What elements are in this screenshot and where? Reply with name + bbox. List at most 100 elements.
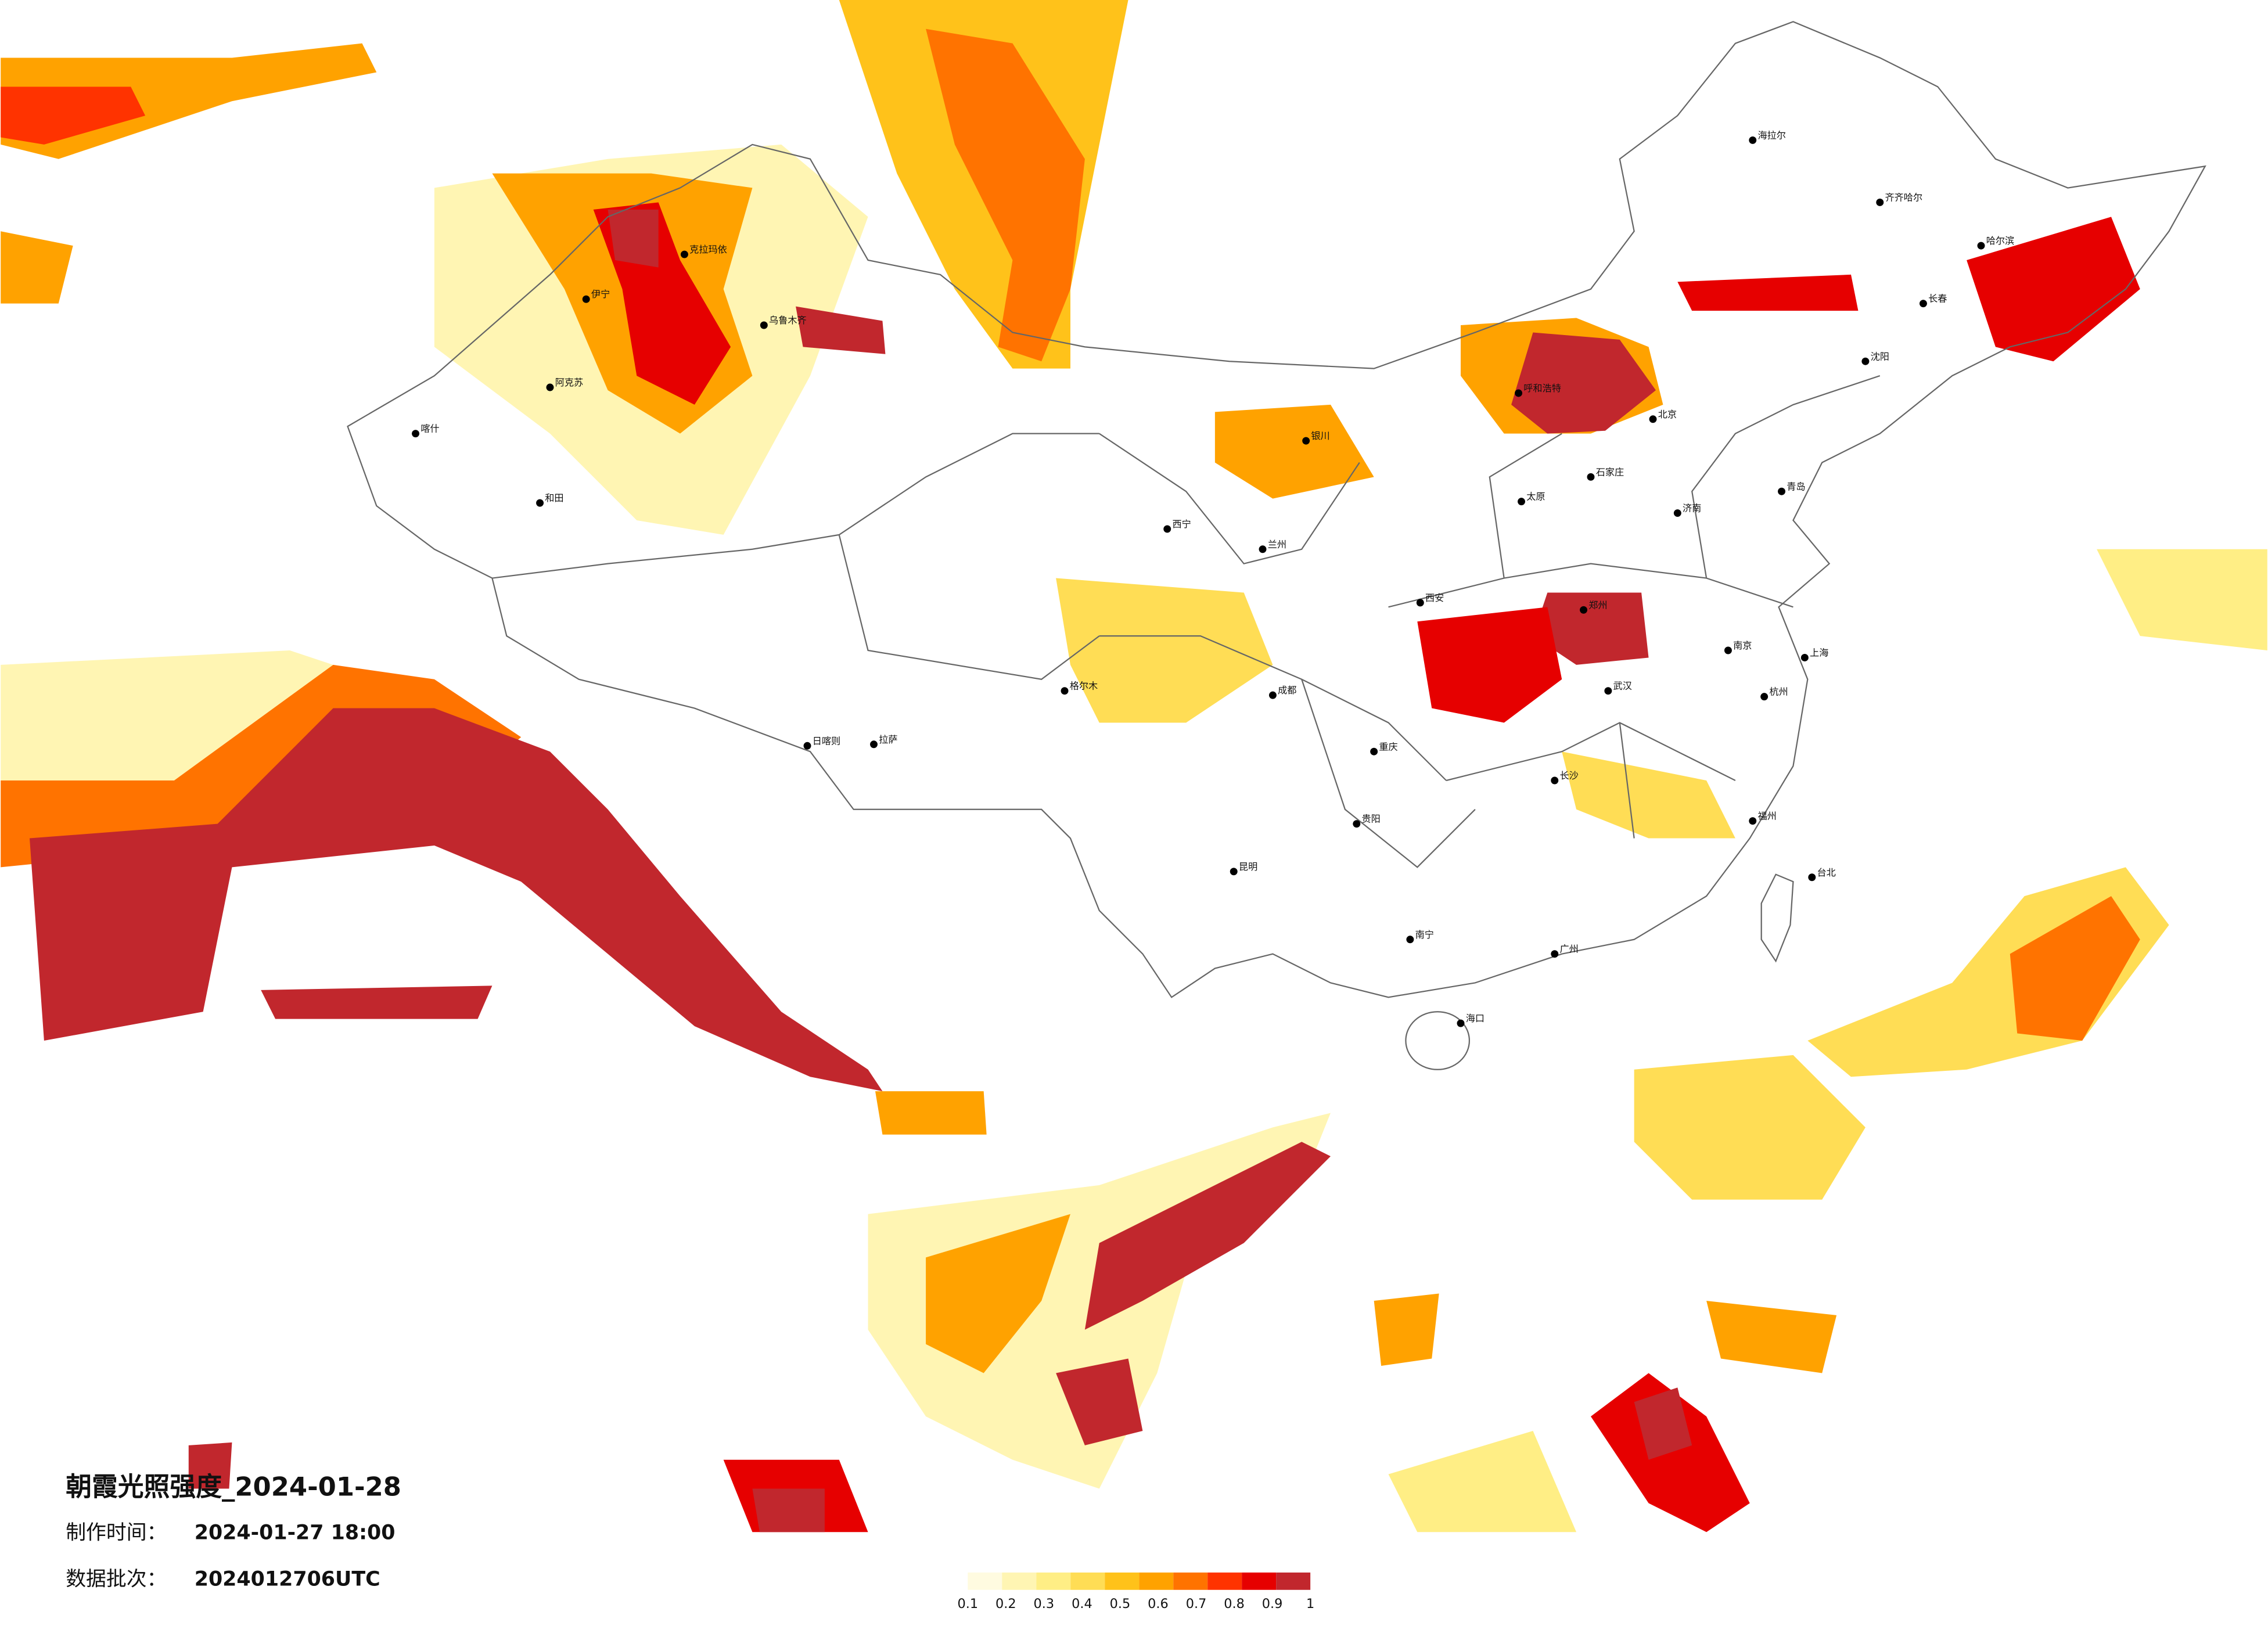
heat-patch bbox=[926, 1214, 1837, 1373]
city-label: 青岛 bbox=[1787, 481, 1805, 492]
map-title: 朝霞光照强度_2024-01-28 bbox=[66, 1472, 401, 1502]
city-label: 格尔木 bbox=[1070, 681, 1098, 692]
heat-patch bbox=[1056, 1142, 1331, 1445]
heat-patch bbox=[1, 43, 377, 304]
city-label: 长春 bbox=[1928, 293, 1947, 304]
heat-patch bbox=[1417, 217, 2140, 723]
city-dot bbox=[1370, 747, 1378, 756]
city-label: 兰州 bbox=[1268, 539, 1286, 550]
heat-patch bbox=[1, 87, 146, 145]
legend-label: 0.2 bbox=[995, 1596, 1016, 1611]
legend-label: 0.9 bbox=[1262, 1596, 1283, 1611]
city-label: 乌鲁木齐 bbox=[769, 315, 807, 326]
city-label: 克拉玛依 bbox=[689, 244, 727, 255]
city-label: 齐齐哈尔 bbox=[1885, 192, 1922, 203]
heat-patch bbox=[608, 209, 886, 354]
city-label: 北京 bbox=[1658, 409, 1677, 420]
city-dot bbox=[1406, 936, 1414, 944]
heat-patch bbox=[723, 1373, 1750, 1533]
city-label: 日喀则 bbox=[813, 735, 840, 746]
province-border bbox=[492, 375, 1881, 868]
city-dot bbox=[1919, 300, 1927, 308]
heat-patch bbox=[29, 708, 883, 1092]
city-label: 沈阳 bbox=[1871, 351, 1889, 362]
city-dot bbox=[1673, 509, 1681, 517]
city-dot bbox=[536, 499, 544, 507]
city-label: 哈尔滨 bbox=[1986, 235, 2014, 246]
legend-label: 0.3 bbox=[1034, 1596, 1055, 1611]
heat-patch bbox=[2010, 896, 2140, 1041]
city-dot bbox=[412, 430, 419, 438]
city-label: 广州 bbox=[1559, 944, 1578, 955]
legend-swatch bbox=[1242, 1572, 1277, 1590]
city-label: 重庆 bbox=[1379, 741, 1397, 752]
city-dot bbox=[1163, 525, 1171, 533]
city-label: 上海 bbox=[1810, 647, 1828, 658]
city-dot bbox=[1268, 691, 1277, 699]
city-dot bbox=[1551, 776, 1559, 785]
city-dot bbox=[1551, 950, 1559, 958]
legend-swatch bbox=[1036, 1572, 1071, 1590]
legend-swatch bbox=[1002, 1572, 1037, 1590]
city-label: 石家庄 bbox=[1596, 466, 1624, 477]
city-dot bbox=[1977, 242, 1985, 250]
city-dot bbox=[1416, 599, 1424, 607]
city-label: 贵阳 bbox=[1362, 814, 1381, 825]
city-dot bbox=[1580, 606, 1588, 614]
city-dot bbox=[1587, 473, 1595, 481]
city-label: 武汉 bbox=[1613, 681, 1632, 692]
city-label: 杭州 bbox=[1769, 686, 1788, 697]
legend-label: 0.1 bbox=[957, 1596, 978, 1611]
city-dot bbox=[1876, 198, 1884, 206]
city-label: 伊宁 bbox=[591, 289, 610, 300]
legend-label: 0.5 bbox=[1110, 1596, 1131, 1611]
city-label: 阿克苏 bbox=[555, 377, 583, 388]
map-borders bbox=[347, 21, 2206, 1070]
city-label: 济南 bbox=[1683, 503, 1701, 514]
city-dot bbox=[1861, 357, 1870, 365]
city-label: 海拉尔 bbox=[1757, 129, 1785, 141]
legend-swatch bbox=[1070, 1572, 1105, 1590]
city-dot bbox=[1808, 873, 1816, 882]
city-dot bbox=[870, 740, 878, 749]
city-dot bbox=[1749, 817, 1757, 825]
heat-patch bbox=[875, 1091, 987, 1135]
legend-swatch bbox=[1276, 1572, 1311, 1590]
heat-patch bbox=[1511, 332, 1656, 665]
city-label: 西宁 bbox=[1172, 519, 1191, 530]
city-dot bbox=[760, 321, 768, 329]
city-label: 南京 bbox=[1733, 640, 1752, 651]
made-time-value: 2024-01-27 18:00 bbox=[195, 1521, 396, 1545]
city-label: 拉萨 bbox=[879, 734, 897, 745]
city-dot bbox=[1518, 498, 1525, 506]
legend-label: 1 bbox=[1306, 1596, 1314, 1611]
city-dot bbox=[1749, 136, 1757, 144]
city-dot bbox=[1649, 415, 1657, 423]
legend-label: 0.7 bbox=[1186, 1596, 1207, 1611]
city-dot bbox=[546, 383, 554, 391]
city-label: 西安 bbox=[1425, 592, 1444, 603]
city-label: 海口 bbox=[1466, 1013, 1485, 1024]
city-dot bbox=[1302, 437, 1310, 445]
legend-swatch bbox=[1173, 1572, 1208, 1590]
city-label: 银川 bbox=[1311, 430, 1329, 441]
city-dot bbox=[803, 742, 811, 750]
city-dot bbox=[1353, 820, 1361, 828]
batch-value: 2024012706UTC bbox=[195, 1567, 380, 1591]
city-label: 昆明 bbox=[1239, 861, 1257, 872]
heat-patch bbox=[1056, 578, 1735, 839]
city-dot bbox=[1457, 1019, 1465, 1027]
city-label: 福州 bbox=[1757, 811, 1776, 822]
heat-layer bbox=[1, 0, 2267, 1533]
city-label: 成都 bbox=[1278, 685, 1296, 696]
city-dot bbox=[1778, 487, 1785, 495]
city-dot bbox=[1061, 687, 1069, 695]
city-label: 郑州 bbox=[1588, 599, 1607, 610]
legend-label: 0.8 bbox=[1224, 1596, 1245, 1611]
legend-swatch bbox=[1207, 1572, 1242, 1590]
legend: 0.1 0.2 0.3 0.4 0.5 0.6 0.7 0.8 0.9 1 bbox=[957, 1572, 1314, 1611]
city-label: 呼和浩特 bbox=[1523, 383, 1561, 394]
